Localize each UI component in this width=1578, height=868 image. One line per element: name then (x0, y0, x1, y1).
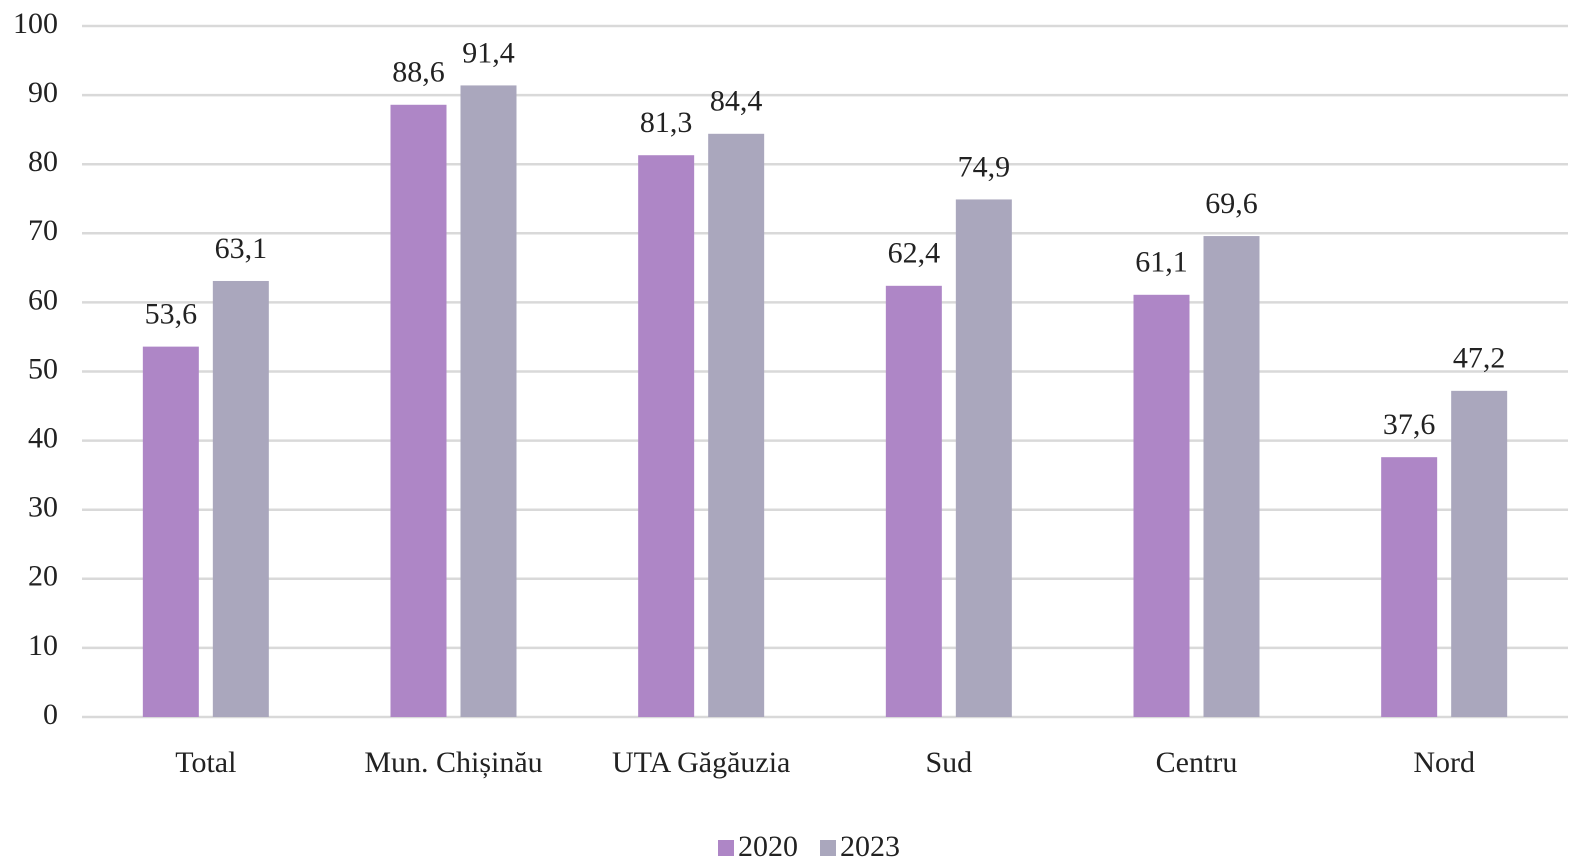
value-label: 53,6 (145, 298, 198, 331)
bar (1381, 457, 1438, 717)
bar (212, 280, 269, 717)
x-tick-label: Nord (1413, 746, 1475, 779)
y-tick-label: 60 (28, 283, 58, 316)
bar (390, 104, 447, 718)
legend-label: 2023 (840, 830, 900, 863)
y-tick-label: 0 (43, 698, 58, 731)
bar (955, 199, 1012, 718)
y-tick-label: 40 (28, 421, 58, 454)
bar (638, 155, 695, 718)
y-tick-label: 90 (28, 76, 58, 109)
y-tick-label: 10 (28, 629, 58, 662)
y-tick-label: 70 (28, 214, 58, 247)
x-tick-label: Sud (925, 746, 972, 779)
x-tick-label: Mun. Chișinău (364, 746, 542, 779)
bar (885, 285, 942, 717)
value-label: 88,6 (392, 56, 445, 89)
legend-label: 2020 (738, 830, 798, 863)
x-tick-label: UTA Găgăuzia (612, 746, 790, 779)
legend-swatch (820, 840, 836, 856)
y-tick-label: 20 (28, 560, 58, 593)
value-label: 74,9 (958, 150, 1011, 183)
bar (1451, 390, 1508, 717)
value-label: 63,1 (215, 232, 268, 265)
value-label: 37,6 (1383, 408, 1436, 441)
x-tick-label: Total (175, 746, 236, 779)
bar (142, 346, 199, 717)
y-tick-label: 30 (28, 491, 58, 524)
y-tick-label: 50 (28, 352, 58, 385)
legend-swatch (718, 840, 734, 856)
bar (1133, 294, 1190, 717)
y-tick-label: 80 (28, 145, 58, 178)
value-label: 61,1 (1135, 246, 1188, 279)
y-tick-label: 100 (13, 7, 58, 40)
value-label: 84,4 (710, 85, 763, 118)
bar (708, 133, 765, 717)
bar (460, 85, 517, 717)
x-tick-label: Centru (1156, 746, 1238, 779)
value-label: 81,3 (640, 106, 693, 139)
value-label: 62,4 (888, 237, 941, 270)
bar (1203, 236, 1260, 717)
value-label: 91,4 (462, 36, 515, 69)
value-label: 69,6 (1205, 187, 1258, 220)
value-label: 47,2 (1453, 342, 1506, 375)
